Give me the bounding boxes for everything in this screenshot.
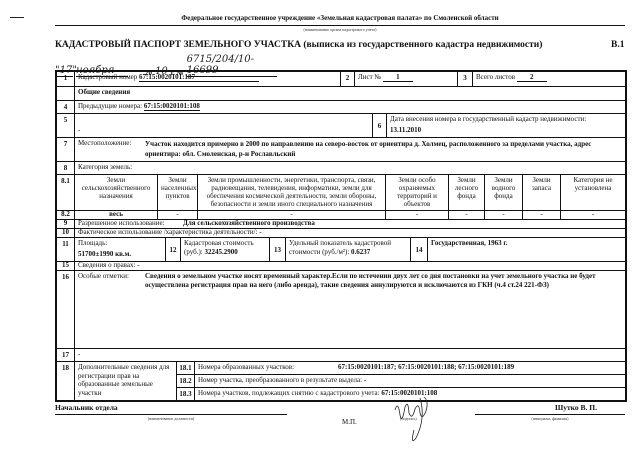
registration-date: 13.11.2010 — [390, 126, 422, 134]
row-15: 15 Сведения о правах: - — [57, 261, 625, 270]
row-4: 4 Предыдущие номера: 67:15:0020101:108 — [57, 100, 625, 113]
form-code: В.1 — [611, 40, 625, 50]
signature-caption: (подпись) — [400, 416, 417, 421]
row-8-2: 8.2 весь - - - - - - - — [57, 210, 625, 219]
row-17: 17 - — [57, 348, 625, 361]
organization: Федеральное государственное учреждение «… — [181, 14, 499, 22]
signature — [394, 396, 428, 442]
signer-name: Шутко В. П. — [555, 403, 597, 412]
row-18: 18 Дополнительные сведения для регистрац… — [57, 361, 625, 400]
row-1: 1 Кадастровый номер 67:15:0020101:187 2 … — [57, 72, 625, 86]
row-9: 9 Разрешенное использование: Для сельскох… — [57, 219, 625, 228]
row-18-2: 18.2 Номер участка, преобразованного в ре… — [177, 375, 625, 388]
row-8-1: 8.1 Земли сельскохозяйственного назначен… — [57, 174, 625, 210]
position: Начальник отдела — [55, 403, 118, 412]
row-10: 10 Фактическое использование /характерис… — [57, 228, 625, 237]
cadastral-table: 1 Кадастровый номер 67:15:0020101:187 2 … — [55, 70, 627, 402]
row-11: 11 Площадь: 51700±1990 кв.м. 12 Кадастров… — [57, 237, 625, 261]
row-16: 16 Особые отметки: Сведения о земельном … — [57, 270, 625, 348]
area-value: 51700±1990 кв.м. — [78, 250, 132, 258]
stamp-place: М.П. — [342, 418, 357, 426]
row-8: 8 Категория земель: — [57, 161, 625, 174]
page-title: КАДАСТРОВЫЙ ПАСПОРТ ЗЕМЕЛЬНОГО УЧАСТКА (… — [55, 40, 543, 50]
row-7: 7 Местоположение: Участок находится прим… — [57, 137, 625, 161]
general-info-row: Общие сведения — [57, 86, 625, 100]
scan-mark — [10, 17, 24, 18]
row-18-1: 18.1 Номера образованных участков: 67:15:0… — [177, 362, 625, 375]
name-caption: (инициалы, фамилия) — [531, 416, 569, 421]
organization-caption: (наименование органа кадастрового учета) — [303, 27, 377, 32]
cadastral-number: 67:15:0020101:187 — [139, 73, 260, 82]
position-caption: (наименование должности) — [147, 416, 195, 421]
row-5: 5 - 6 Дата внесения номера в государстве… — [57, 113, 625, 137]
row-18-3: 18.3 Номера участков, подлежащих снятию с… — [177, 388, 625, 400]
divider — [55, 25, 625, 26]
